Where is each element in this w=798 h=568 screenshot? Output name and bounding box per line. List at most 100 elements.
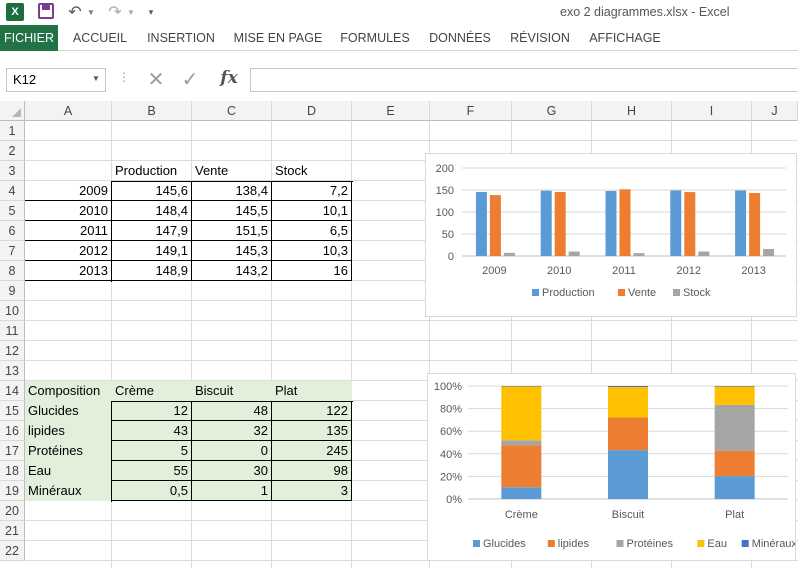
row-header-17[interactable]: 17 xyxy=(0,441,25,461)
select-all-button[interactable] xyxy=(0,101,25,121)
table2-value-cell[interactable]: 12 xyxy=(112,401,192,421)
table1-value-cell[interactable]: 143,2 xyxy=(192,261,272,281)
table2-value-cell[interactable]: 122 xyxy=(272,401,352,421)
drag-handle-icon[interactable]: ⋮ xyxy=(118,70,130,84)
excel-icon[interactable]: X xyxy=(6,3,24,21)
table1-value-cell[interactable]: 148,9 xyxy=(112,261,192,281)
row-header-16[interactable]: 16 xyxy=(0,421,25,441)
redo-icon[interactable]: ↷ xyxy=(108,4,122,21)
table1-value-cell[interactable]: 6,5 xyxy=(272,221,352,241)
table1-value-cell[interactable]: 145,6 xyxy=(112,181,192,201)
row-header-15[interactable]: 15 xyxy=(0,401,25,421)
table1-value-cell[interactable]: 151,5 xyxy=(192,221,272,241)
chart-production-vente-stock[interactable]: 0 50 100 150 200 2009 2010 2011 2012 2013 Producti… xyxy=(425,153,797,317)
table2-header-cell[interactable]: Biscuit xyxy=(192,381,272,401)
table1-value-cell[interactable]: 7,2 xyxy=(272,181,352,201)
table2-label-cell[interactable]: Protéines xyxy=(25,441,112,461)
row-header-6[interactable]: 6 xyxy=(0,221,25,241)
table1-header-cell[interactable]: Stock xyxy=(275,163,308,178)
insert-function-icon[interactable]: fx xyxy=(220,68,238,88)
table2-corner-cell[interactable]: Composition xyxy=(25,381,112,401)
table1-header-cell[interactable]: Vente xyxy=(195,163,229,178)
row-header-2[interactable]: 2 xyxy=(0,141,25,161)
row-header-8[interactable]: 8 xyxy=(0,261,25,281)
chevron-down-icon[interactable]: ▼ xyxy=(92,74,100,83)
table1-value-cell[interactable]: 10,1 xyxy=(272,201,352,221)
chart-composition[interactable]: 0% 20% 40% 60% 80% 100% Crème Biscuit Plat Glucid… xyxy=(427,373,797,561)
row-header-5[interactable]: 5 xyxy=(0,201,25,221)
formula-input[interactable] xyxy=(250,68,798,92)
redo-dropdown-icon[interactable]: ▼ xyxy=(127,7,135,17)
row-header-20[interactable]: 20 xyxy=(0,501,25,521)
tab-donnees[interactable]: DONNÉES xyxy=(429,31,491,45)
table2-value-cell[interactable]: 5 xyxy=(112,441,192,461)
tab-affichage[interactable]: AFFICHAGE xyxy=(589,31,661,45)
row-header-1[interactable]: 1 xyxy=(0,121,25,141)
row-header-13[interactable]: 13 xyxy=(0,361,25,381)
row-header-21[interactable]: 21 xyxy=(0,521,25,541)
table1-value-cell[interactable]: 149,1 xyxy=(112,241,192,261)
tab-accueil[interactable]: ACCUEIL xyxy=(72,31,128,45)
table2-label-cell[interactable]: Glucides xyxy=(25,401,112,421)
table2-header-cell[interactable]: Plat xyxy=(272,381,352,401)
tab-formules[interactable]: FORMULES xyxy=(340,31,410,45)
table1-value-cell[interactable]: 145,5 xyxy=(192,201,272,221)
row-header-19[interactable]: 19 xyxy=(0,481,25,501)
cancel-icon[interactable]: ✕ xyxy=(147,69,165,91)
table1-value-cell[interactable]: 145,3 xyxy=(192,241,272,261)
table1-value-cell[interactable]: 16 xyxy=(272,261,352,281)
table1-value-cell[interactable]: 148,4 xyxy=(112,201,192,221)
table1-year-cell[interactable]: 2009 xyxy=(25,181,112,201)
table2-value-cell[interactable]: 48 xyxy=(192,401,272,421)
row-header-4[interactable]: 4 xyxy=(0,181,25,201)
column-header-j[interactable]: J xyxy=(752,101,798,121)
table1-year-cell[interactable]: 2011 xyxy=(25,221,112,241)
table2-value-cell[interactable]: 55 xyxy=(112,461,192,481)
table1-year-cell[interactable]: 2010 xyxy=(25,201,112,221)
column-header-f[interactable]: F xyxy=(430,101,512,121)
row-header-14[interactable]: 14 xyxy=(0,381,25,401)
row-header-22[interactable]: 22 xyxy=(0,541,25,561)
column-header-b[interactable]: B xyxy=(112,101,192,121)
table1-header-cell[interactable]: Production xyxy=(115,163,178,178)
column-header-d[interactable]: D xyxy=(272,101,352,121)
table2-value-cell[interactable]: 245 xyxy=(272,441,352,461)
table2-header-cell[interactable]: Crème xyxy=(112,381,192,401)
column-header-g[interactable]: G xyxy=(512,101,592,121)
row-header-7[interactable]: 7 xyxy=(0,241,25,261)
column-header-i[interactable]: I xyxy=(672,101,752,121)
undo-dropdown-icon[interactable]: ▼ xyxy=(87,7,95,17)
name-box[interactable]: K12 xyxy=(6,68,106,92)
row-header-9[interactable]: 9 xyxy=(0,281,25,301)
enter-icon[interactable]: ✓ xyxy=(181,69,199,91)
table2-value-cell[interactable]: 3 xyxy=(272,481,352,501)
tab-insertion[interactable]: INSERTION xyxy=(147,31,215,45)
tab-fichier[interactable]: FICHIER xyxy=(0,25,58,51)
table2-value-cell[interactable]: 98 xyxy=(272,461,352,481)
table2-value-cell[interactable]: 0,5 xyxy=(112,481,192,501)
table1-value-cell[interactable]: 10,3 xyxy=(272,241,352,261)
row-header-10[interactable]: 10 xyxy=(0,301,25,321)
row-header-11[interactable]: 11 xyxy=(0,321,25,341)
row-header-3[interactable]: 3 xyxy=(0,161,25,181)
table2-value-cell[interactable]: 135 xyxy=(272,421,352,441)
table1-year-cell[interactable]: 2012 xyxy=(25,241,112,261)
customize-toolbar-icon[interactable]: ▾ xyxy=(148,6,154,17)
table2-label-cell[interactable]: Minéraux xyxy=(25,481,112,501)
column-header-c[interactable]: C xyxy=(192,101,272,121)
row-header-18[interactable]: 18 xyxy=(0,461,25,481)
table2-value-cell[interactable]: 43 xyxy=(112,421,192,441)
table2-value-cell[interactable]: 32 xyxy=(192,421,272,441)
table2-label-cell[interactable]: lipides xyxy=(25,421,112,441)
tab-revision[interactable]: RÉVISION xyxy=(510,31,570,45)
tab-mise-en-page[interactable]: MISE EN PAGE xyxy=(233,31,323,45)
table1-year-cell[interactable]: 2013 xyxy=(25,261,112,281)
table1-value-cell[interactable]: 147,9 xyxy=(112,221,192,241)
undo-icon[interactable]: ↶ xyxy=(68,4,82,21)
table1-value-cell[interactable]: 138,4 xyxy=(192,181,272,201)
table2-value-cell[interactable]: 1 xyxy=(192,481,272,501)
table2-label-cell[interactable]: Eau xyxy=(25,461,112,481)
table2-value-cell[interactable]: 30 xyxy=(192,461,272,481)
column-header-h[interactable]: H xyxy=(592,101,672,121)
